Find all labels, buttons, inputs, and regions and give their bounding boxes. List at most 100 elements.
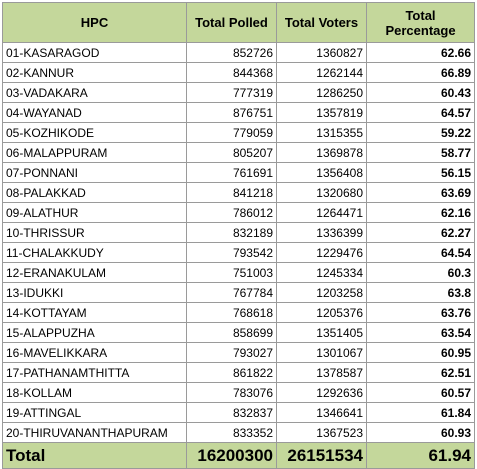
- cell-total-polled: 861822: [186, 362, 277, 383]
- cell-hpc: 11-CHALAKKUDY: [2, 242, 187, 263]
- col-header-hpc: HPC: [2, 2, 187, 43]
- cell-hpc: 08-PALAKKAD: [2, 182, 187, 203]
- cell-total-percentage: 64.57: [366, 102, 475, 123]
- cell-total-voters: 1357819: [276, 102, 367, 123]
- table-row: 09-ALATHUR 786012 1264471 62.16: [2, 202, 475, 223]
- cell-hpc: 03-VADAKARA: [2, 82, 187, 103]
- cell-hpc: 07-PONNANI: [2, 162, 187, 183]
- cell-total-percentage: 62.16: [366, 202, 475, 223]
- table-row: 15-ALAPPUZHA 858699 1351405 63.54: [2, 322, 475, 343]
- total-percentage: 61.94: [366, 442, 475, 469]
- cell-hpc: 01-KASARAGOD: [2, 42, 187, 63]
- cell-total-percentage: 59.22: [366, 122, 475, 143]
- cell-total-polled: 777319: [186, 82, 277, 103]
- cell-total-percentage: 63.69: [366, 182, 475, 203]
- cell-hpc: 02-KANNUR: [2, 62, 187, 83]
- cell-hpc: 13-IDUKKI: [2, 282, 187, 303]
- table-row: 12-ERANAKULAM 751003 1245334 60.3: [2, 262, 475, 283]
- cell-hpc: 16-MAVELIKKARA: [2, 342, 187, 363]
- cell-total-percentage: 58.77: [366, 142, 475, 163]
- cell-hpc: 19-ATTINGAL: [2, 402, 187, 423]
- cell-total-percentage: 60.57: [366, 382, 475, 403]
- cell-hpc: 17-PATHANAMTHITTA: [2, 362, 187, 383]
- cell-total-polled: 833352: [186, 422, 277, 443]
- table-row: 20-THIRUVANANTHAPURAM 833352 1367523 60.93: [2, 422, 475, 443]
- cell-total-polled: 793027: [186, 342, 277, 363]
- cell-total-polled: 876751: [186, 102, 277, 123]
- cell-total-percentage: 63.76: [366, 302, 475, 323]
- cell-total-percentage: 60.43: [366, 82, 475, 103]
- col-header-total-polled: Total Polled: [186, 2, 277, 43]
- cell-total-percentage: 62.51: [366, 362, 475, 383]
- table-row: 05-KOZHIKODE 779059 1315355 59.22: [2, 122, 475, 143]
- cell-total-voters: 1203258: [276, 282, 367, 303]
- table-row: 14-KOTTAYAM 768618 1205376 63.76: [2, 302, 475, 323]
- cell-total-voters: 1286250: [276, 82, 367, 103]
- table-body: 01-KASARAGOD 852726 1360827 62.66 02-KANNUR 8…: [2, 42, 475, 443]
- table-row: 18-KOLLAM 783076 1292636 60.57: [2, 382, 475, 403]
- total-label: Total: [2, 442, 187, 469]
- table-row: 19-ATTINGAL 832837 1346641 61.84: [2, 402, 475, 423]
- cell-total-polled: 858699: [186, 322, 277, 343]
- total-polled: 16200300: [186, 442, 277, 469]
- cell-hpc: 04-WAYANAD: [2, 102, 187, 123]
- table-row: 10-THRISSUR 832189 1336399 62.27: [2, 222, 475, 243]
- cell-total-voters: 1320680: [276, 182, 367, 203]
- table-row: 16-MAVELIKKARA 793027 1301067 60.95: [2, 342, 475, 363]
- cell-total-polled: 852726: [186, 42, 277, 63]
- cell-hpc: 15-ALAPPUZHA: [2, 322, 187, 343]
- table-row: 02-KANNUR 844368 1262144 66.89: [2, 62, 475, 83]
- cell-hpc: 12-ERANAKULAM: [2, 262, 187, 283]
- cell-hpc: 14-KOTTAYAM: [2, 302, 187, 323]
- table-row: 08-PALAKKAD 841218 1320680 63.69: [2, 182, 475, 203]
- cell-hpc: 06-MALAPPURAM: [2, 142, 187, 163]
- cell-hpc: 10-THRISSUR: [2, 222, 187, 243]
- table-row: 01-KASARAGOD 852726 1360827 62.66: [2, 42, 475, 63]
- cell-hpc: 09-ALATHUR: [2, 202, 187, 223]
- cell-total-voters: 1360827: [276, 42, 367, 63]
- table-row: 11-CHALAKKUDY 793542 1229476 64.54: [2, 242, 475, 263]
- cell-total-polled: 783076: [186, 382, 277, 403]
- cell-total-voters: 1205376: [276, 302, 367, 323]
- cell-total-percentage: 63.8: [366, 282, 475, 303]
- cell-total-percentage: 61.84: [366, 402, 475, 423]
- cell-total-voters: 1336399: [276, 222, 367, 243]
- cell-total-polled: 768618: [186, 302, 277, 323]
- cell-total-voters: 1369878: [276, 142, 367, 163]
- total-voters: 26151534: [276, 442, 367, 469]
- cell-total-voters: 1356408: [276, 162, 367, 183]
- cell-total-polled: 832189: [186, 222, 277, 243]
- cell-total-polled: 832837: [186, 402, 277, 423]
- col-header-total-percentage: Total Percentage: [366, 2, 475, 43]
- cell-total-voters: 1351405: [276, 322, 367, 343]
- cell-total-voters: 1264471: [276, 202, 367, 223]
- cell-total-polled: 841218: [186, 182, 277, 203]
- cell-total-polled: 767784: [186, 282, 277, 303]
- cell-hpc: 05-KOZHIKODE: [2, 122, 187, 143]
- table-row: 13-IDUKKI 767784 1203258 63.8: [2, 282, 475, 303]
- cell-hpc: 20-THIRUVANANTHAPURAM: [2, 422, 187, 443]
- cell-total-percentage: 64.54: [366, 242, 475, 263]
- cell-total-polled: 805207: [186, 142, 277, 163]
- cell-total-voters: 1262144: [276, 62, 367, 83]
- cell-total-voters: 1229476: [276, 242, 367, 263]
- cell-total-polled: 751003: [186, 262, 277, 283]
- cell-total-polled: 793542: [186, 242, 277, 263]
- cell-total-percentage: 60.95: [366, 342, 475, 363]
- cell-total-percentage: 62.66: [366, 42, 475, 63]
- cell-total-percentage: 62.27: [366, 222, 475, 243]
- col-header-total-voters: Total Voters: [276, 2, 367, 43]
- cell-total-polled: 786012: [186, 202, 277, 223]
- cell-total-polled: 779059: [186, 122, 277, 143]
- table-row: 17-PATHANAMTHITTA 861822 1378587 62.51: [2, 362, 475, 383]
- total-row: Total 16200300 26151534 61.94: [2, 442, 475, 469]
- cell-total-voters: 1292636: [276, 382, 367, 403]
- table-row: 07-PONNANI 761691 1356408 56.15: [2, 162, 475, 183]
- cell-total-percentage: 63.54: [366, 322, 475, 343]
- cell-total-voters: 1245334: [276, 262, 367, 283]
- cell-total-voters: 1367523: [276, 422, 367, 443]
- header-row: HPC Total Polled Total Voters Total Perc…: [2, 2, 475, 43]
- cell-total-percentage: 60.3: [366, 262, 475, 283]
- cell-total-percentage: 56.15: [366, 162, 475, 183]
